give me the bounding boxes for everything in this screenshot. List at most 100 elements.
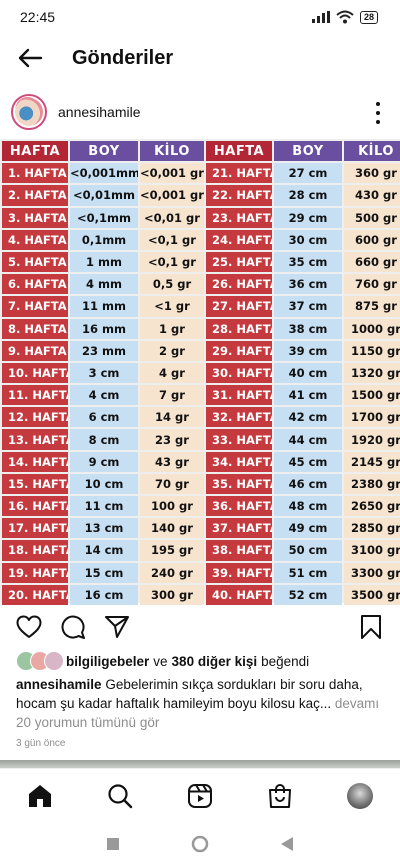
avatar xyxy=(347,782,373,809)
hafta-cell: 27. HAFTA xyxy=(206,296,272,317)
nav-search[interactable] xyxy=(100,776,140,816)
table-row: 8. HAFTA 16 mm 1 gr 28. HAFTA 38 cm 1000 gr xyxy=(2,318,400,339)
like-button[interactable] xyxy=(14,612,44,642)
kilo-cell: 500 gr xyxy=(344,207,400,228)
hafta-cell: 20. HAFTA xyxy=(2,584,68,605)
hafta-cell: 4. HAFTA xyxy=(2,229,68,250)
hafta-cell: 13. HAFTA xyxy=(2,429,68,450)
boy-cell: 23 mm xyxy=(70,340,138,361)
kilo-cell: 240 gr xyxy=(140,562,204,583)
more-options-button[interactable] xyxy=(374,102,382,124)
boy-cell: 6 cm xyxy=(70,407,138,428)
hafta-cell: 14. HAFTA xyxy=(2,451,68,472)
bottom-nav xyxy=(0,768,400,822)
next-post-preview xyxy=(0,760,400,768)
post-username[interactable]: annesihamile xyxy=(58,104,141,120)
hafta-cell: 1. HAFTA xyxy=(2,163,68,184)
liker-username[interactable]: bilgiligebeler xyxy=(66,653,150,669)
post-caption[interactable]: annesihamile Gebelerimin sıkça sorduklar… xyxy=(16,675,386,713)
hafta-cell: 9. HAFTA xyxy=(2,340,68,361)
back-button[interactable] xyxy=(0,36,60,80)
table-row: 16. HAFTA 11 cm 100 gr 36. HAFTA 48 cm 2650 g… xyxy=(2,496,400,517)
hafta-cell: 19. HAFTA xyxy=(2,562,68,583)
boy-cell: 16 mm xyxy=(70,318,138,339)
kilo-cell: 1500 gr xyxy=(344,385,400,406)
hafta-cell: 8. HAFTA xyxy=(2,318,68,339)
hafta-cell: 26. HAFTA xyxy=(206,274,272,295)
header-kilo-2: KİLO xyxy=(344,141,400,162)
page-title: Gönderiler xyxy=(72,46,174,69)
nav-reels[interactable] xyxy=(180,776,220,816)
table-row: 13. HAFTA 8 cm 23 gr 33. HAFTA 44 cm 1920 gr xyxy=(2,429,400,450)
kilo-cell: <0,001 gr xyxy=(140,185,204,206)
save-button[interactable] xyxy=(356,612,386,642)
boy-cell: 4 mm xyxy=(70,274,138,295)
boy-cell: 50 cm xyxy=(274,540,342,561)
kilo-cell: 600 gr xyxy=(344,229,400,250)
reels-icon xyxy=(188,783,212,808)
nav-shop[interactable] xyxy=(260,776,300,816)
boy-cell: 37 cm xyxy=(274,296,342,317)
caption-more-link[interactable]: devamı xyxy=(334,696,380,711)
signal-icon xyxy=(311,11,330,23)
caption-username[interactable]: annesihamile xyxy=(16,677,102,692)
boy-cell: <0,001mm xyxy=(70,163,138,184)
kilo-cell: <0,1 gr xyxy=(140,251,204,273)
status-time: 22:45 xyxy=(20,9,56,25)
caption-text: Gebelerimin sıkça sordukları bir soru da… xyxy=(16,677,363,711)
shop-icon xyxy=(269,783,291,808)
hafta-cell: 11. HAFTA xyxy=(2,385,68,406)
home-icon xyxy=(29,784,51,807)
kilo-cell: 0,5 gr xyxy=(140,274,204,295)
hafta-cell: 15. HAFTA xyxy=(2,473,68,494)
boy-cell: 28 cm xyxy=(274,185,342,206)
pregnancy-size-chart[interactable]: HAFTA BOY KİLO HAFTA BOY KİLO 1. HAFTA <0… xyxy=(0,139,400,605)
nav-profile[interactable] xyxy=(340,776,380,816)
kilo-cell: 300 gr xyxy=(140,584,204,605)
chart-body: 1. HAFTA <0,001mm <0,001 gr 21. HAFTA 27 cm 3… xyxy=(2,163,400,605)
home-circle-icon[interactable] xyxy=(191,835,209,853)
status-icons: 28 xyxy=(311,10,378,24)
table-row: 19. HAFTA 15 cm 240 gr 39. HAFTA 51 cm 3300 g… xyxy=(2,562,400,583)
table-row: 11. HAFTA 4 cm 7 gr 31. HAFTA 41 cm 1500 gr xyxy=(2,385,400,406)
recents-icon[interactable] xyxy=(106,837,120,851)
avatar[interactable] xyxy=(11,94,47,130)
likes-count[interactable]: 380 diğer kişi xyxy=(171,653,258,669)
kilo-cell: 3300 gr xyxy=(344,562,400,583)
hafta-cell: 5. HAFTA xyxy=(2,251,68,273)
boy-cell: 15 cm xyxy=(70,562,138,583)
hafta-cell: 10. HAFTA xyxy=(2,362,68,384)
kilo-cell: <0,001 gr xyxy=(140,163,204,184)
comment-button[interactable] xyxy=(58,612,88,642)
boy-cell: 36 cm xyxy=(274,274,342,295)
post-date: 3 gün önce xyxy=(16,738,66,749)
kilo-cell: 1920 gr xyxy=(344,429,400,450)
kilo-cell: 2650 gr xyxy=(344,496,400,517)
boy-cell: 11 cm xyxy=(70,496,138,517)
kilo-cell: 7 gr xyxy=(140,385,204,406)
header-boy-1: BOY xyxy=(70,141,138,162)
wifi-icon xyxy=(336,10,354,24)
battery-icon: 28 xyxy=(359,10,378,24)
table-row: 17. HAFTA 13 cm 140 gr 37. HAFTA 49 cm 2850 g… xyxy=(2,518,400,539)
table-row: 6. HAFTA 4 mm 0,5 gr 26. HAFTA 36 cm 760 gr xyxy=(2,274,400,295)
header-hafta-1: HAFTA xyxy=(2,141,68,162)
liker-avatars[interactable] xyxy=(16,651,64,671)
nav-home[interactable] xyxy=(20,776,60,816)
hafta-cell: 29. HAFTA xyxy=(206,340,272,361)
hafta-cell: 6. HAFTA xyxy=(2,274,68,295)
hafta-cell: 21. HAFTA xyxy=(206,163,272,184)
table-row: 18. HAFTA 14 cm 195 gr 38. HAFTA 50 cm 3100 g… xyxy=(2,540,400,561)
header-hafta-2: HAFTA xyxy=(206,141,272,162)
hafta-cell: 18. HAFTA xyxy=(2,540,68,561)
post-actions xyxy=(0,612,400,642)
view-comments-link[interactable]: 20 yorumun tümünü gör xyxy=(16,715,160,730)
back-triangle-icon[interactable] xyxy=(280,836,294,852)
boy-cell: 30 cm xyxy=(274,229,342,250)
kilo-cell: 760 gr xyxy=(344,274,400,295)
boy-cell: 3 cm xyxy=(70,362,138,384)
kilo-cell: <0,1 gr xyxy=(140,229,204,250)
share-button[interactable] xyxy=(102,612,132,642)
hafta-cell: 39. HAFTA xyxy=(206,562,272,583)
hafta-cell: 24. HAFTA xyxy=(206,229,272,250)
